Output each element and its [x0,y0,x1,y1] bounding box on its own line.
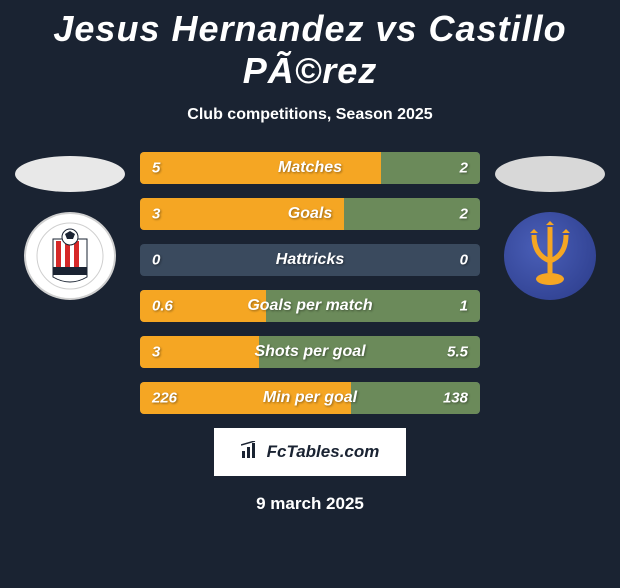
barchart-icon [241,441,261,464]
stat-value-right: 2 [460,160,468,177]
stat-value-left: 3 [152,206,160,223]
stat-value-right: 138 [443,390,468,407]
comparison-area: Matches 5 2 Goals 3 2 Hattricks 0 0 Goals per mat… [10,152,610,414]
stat-value-left: 5 [152,160,160,177]
stat-bars: Matches 5 2 Goals 3 2 Hattricks 0 0 Goals per mat… [140,152,480,414]
player-left-column [10,152,130,300]
stat-row: Matches 5 2 [140,152,480,184]
subtitle: Club competitions, Season 2025 [10,106,610,124]
stat-row: Goals 3 2 [140,198,480,230]
stat-row: Hattricks 0 0 [140,244,480,276]
stat-label: Matches [278,159,342,177]
stat-label: Goals [288,205,332,223]
stat-value-left: 3 [152,344,160,361]
stat-row: Shots per goal 3 5.5 [140,336,480,368]
stat-value-right: 1 [460,298,468,315]
date-text: 9 march 2025 [10,494,610,514]
brand-text: FcTables.com [267,442,380,462]
page-title: Jesus Hernandez vs Castillo PÃ©rez [10,8,610,92]
stat-label: Min per goal [263,389,357,407]
stat-label: Shots per goal [254,343,365,361]
stat-label: Hattricks [276,251,344,269]
player-right-silhouette [495,156,605,192]
stat-label: Goals per match [247,297,372,315]
club-crest-right [504,212,596,300]
stat-value-right: 0 [460,252,468,269]
stat-value-left: 0.6 [152,298,173,315]
club-crest-left [24,212,116,300]
stat-value-right: 5.5 [447,344,468,361]
stat-value-left: 226 [152,390,177,407]
stat-row: Min per goal 226 138 [140,382,480,414]
player-right-column [490,152,610,300]
player-left-silhouette [15,156,125,192]
brand-badge: FcTables.com [214,428,406,476]
stat-value-right: 2 [460,206,468,223]
stat-value-left: 0 [152,252,160,269]
stat-segment-left [140,152,381,184]
stat-row: Goals per match 0.6 1 [140,290,480,322]
